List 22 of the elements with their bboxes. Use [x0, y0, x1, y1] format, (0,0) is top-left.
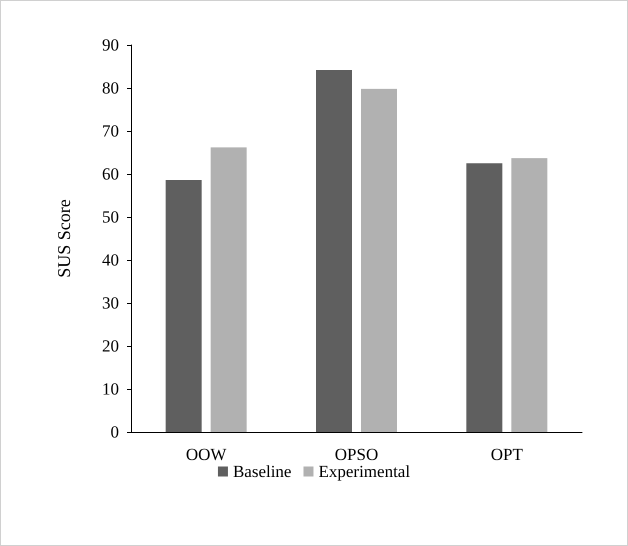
y-tick-label: 20 — [102, 336, 119, 356]
y-tick-label: 90 — [102, 36, 119, 54]
y-tick-label: 70 — [102, 122, 119, 140]
y-tick-label: 50 — [102, 208, 119, 226]
y-tick-label: 80 — [102, 78, 119, 98]
bar — [361, 88, 397, 432]
bar — [210, 147, 247, 432]
x-tick-label: OOW — [186, 445, 228, 464]
bar — [316, 70, 352, 432]
x-tick-label: OPT — [490, 445, 524, 464]
y-tick-label: 0 — [110, 422, 119, 442]
bar — [466, 163, 502, 432]
bar — [511, 158, 548, 432]
y-tick-label: 40 — [102, 250, 119, 270]
bar — [166, 180, 202, 432]
y-tick-label: 60 — [102, 164, 119, 184]
y-axis-title: SUS Score — [54, 199, 74, 278]
y-tick-label: 30 — [102, 294, 119, 312]
x-tick-label: OPSO — [334, 445, 378, 464]
legend-label: Experimental — [318, 462, 410, 481]
legend-label: Baseline — [232, 462, 292, 481]
y-tick-label: 10 — [102, 380, 119, 398]
